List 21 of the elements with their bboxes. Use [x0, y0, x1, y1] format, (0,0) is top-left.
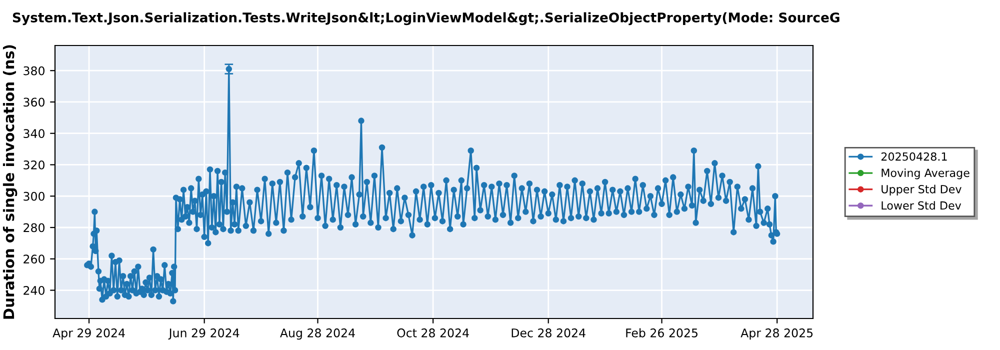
x-tick-label: Feb 26 2025: [626, 328, 698, 338]
y-tick-label: 300: [24, 192, 44, 201]
chart-title: System.Text.Json.Serialization.Tests.WriteJson&lt;LoginViewModel&gt;.SerializeObjectProperty(Mode: SourceG: [12, 12, 840, 26]
x-tick-label: Jun 29 2024: [168, 328, 240, 340]
y-tick-label: 340: [24, 129, 44, 138]
legend-label: Upper Std Dev: [882, 184, 962, 196]
x-tick-label: Dec 28 2024: [512, 328, 586, 338]
y-tick-label: 320: [24, 160, 44, 170]
y-tick-label: 240: [24, 286, 44, 295]
x-tick-label: Aug 28 2024: [280, 328, 355, 340]
y-tick-label: 380: [24, 66, 44, 76]
y-tick-label: 280: [24, 223, 44, 232]
x-tick-label: Apr 29 2024: [52, 328, 125, 340]
y-tick-label: 360: [24, 98, 44, 107]
y-tick-label: 260: [24, 254, 44, 264]
x-tick-label: Apr 28 2025: [740, 328, 813, 340]
y-axis-title: Duration of single invocation (ns): [2, 45, 18, 319]
legend-label: Lower Std Dev: [882, 201, 962, 210]
legend-label: Moving Average: [882, 168, 970, 180]
x-tick-label: Oct 28 2024: [397, 328, 469, 338]
legend-label: 20250428.1: [881, 152, 947, 161]
